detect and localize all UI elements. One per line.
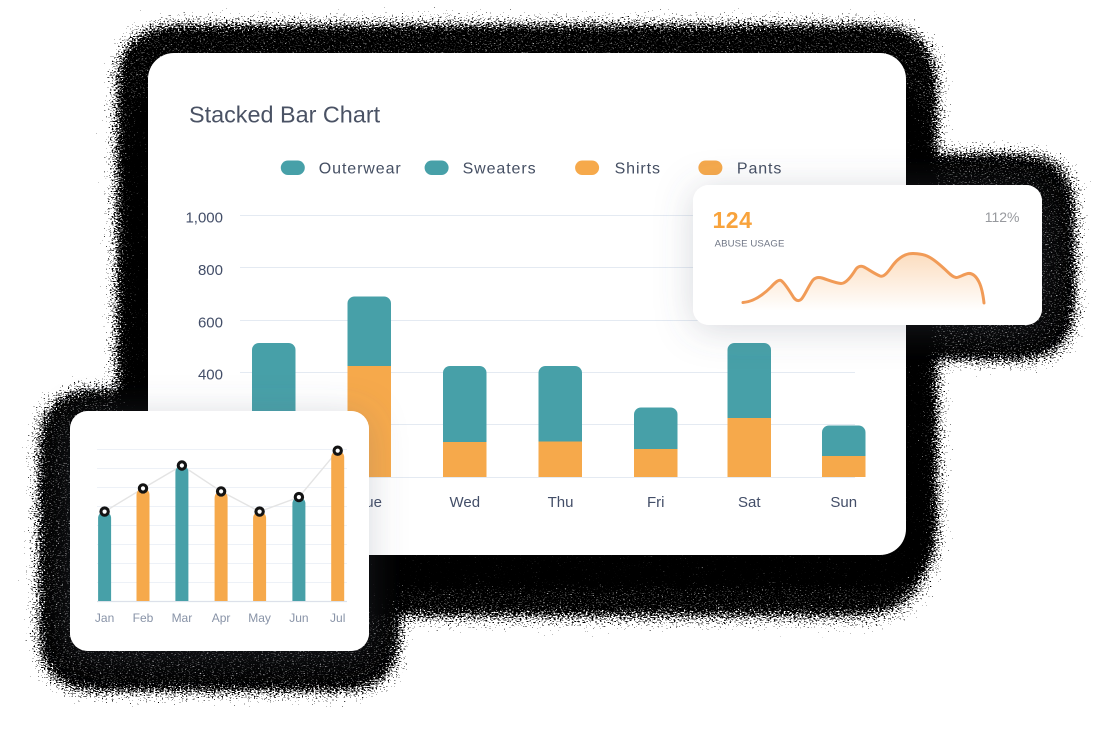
svg-text:Jan: Jan (95, 611, 114, 625)
svg-text:112%: 112% (985, 209, 1020, 225)
svg-text:Mar: Mar (172, 611, 193, 625)
svg-text:Thu: Thu (548, 494, 574, 511)
svg-text:May: May (248, 611, 271, 625)
svg-text:1,000: 1,000 (185, 210, 223, 227)
svg-text:Sun: Sun (830, 494, 857, 511)
svg-text:Sweaters: Sweaters (463, 161, 537, 178)
svg-text:Wed: Wed (450, 494, 481, 511)
svg-text:Jul: Jul (330, 611, 345, 625)
svg-text:Apr: Apr (212, 611, 231, 625)
svg-text:Fri: Fri (647, 494, 665, 511)
svg-text:400: 400 (198, 367, 223, 384)
svg-text:Jun: Jun (289, 611, 308, 625)
svg-text:124: 124 (713, 207, 753, 233)
svg-text:Shirts: Shirts (615, 161, 661, 178)
svg-text:ABUSE USAGE: ABUSE USAGE (715, 239, 785, 250)
svg-text:Sat: Sat (738, 494, 761, 511)
svg-text:Pants: Pants (737, 161, 782, 178)
svg-text:800: 800 (198, 262, 223, 279)
svg-text:Stacked Bar Chart: Stacked Bar Chart (189, 102, 381, 128)
svg-text:600: 600 (198, 314, 223, 331)
svg-text:Feb: Feb (133, 611, 154, 625)
svg-text:Outerwear: Outerwear (319, 161, 402, 178)
